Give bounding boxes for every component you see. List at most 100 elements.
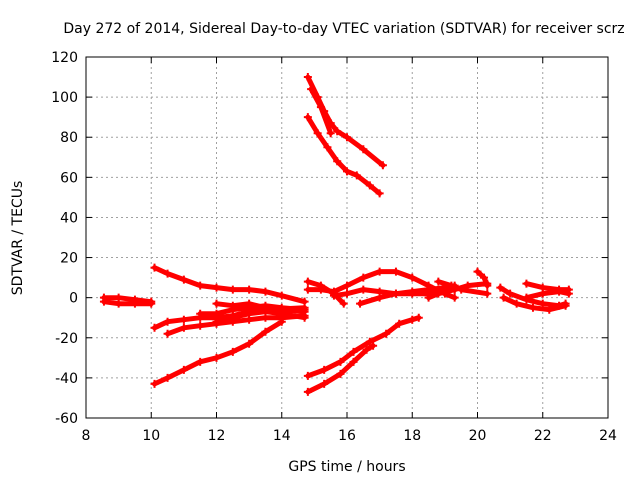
data-point bbox=[316, 103, 325, 112]
data-point bbox=[434, 277, 443, 286]
data-point bbox=[382, 329, 391, 338]
y-tick-label: 40 bbox=[60, 210, 78, 226]
data-point bbox=[359, 145, 368, 154]
data-point bbox=[561, 301, 570, 310]
data-point bbox=[303, 371, 312, 380]
y-tick-label: 60 bbox=[60, 170, 78, 186]
data-point bbox=[522, 279, 531, 288]
series-track-18 bbox=[434, 277, 492, 298]
data-point bbox=[228, 313, 237, 322]
data-point bbox=[336, 357, 345, 366]
data-point bbox=[480, 273, 489, 282]
data-point bbox=[473, 267, 482, 276]
data-point bbox=[450, 293, 459, 302]
series-track-07 bbox=[196, 301, 309, 318]
data-point bbox=[506, 289, 515, 298]
data-point bbox=[179, 315, 188, 324]
data-point bbox=[212, 353, 221, 362]
ticks: 8 10 12 14 16 18 20 22 24 120 100 80 60 40 20 0 -20 -40 -6… bbox=[51, 50, 617, 444]
data-point bbox=[408, 287, 417, 296]
data-point bbox=[303, 277, 312, 286]
x-tick-label: 14 bbox=[273, 428, 291, 444]
data-point bbox=[150, 263, 159, 272]
data-point bbox=[163, 317, 172, 326]
series-line bbox=[305, 114, 383, 196]
data-point bbox=[320, 379, 329, 388]
series-track-09 bbox=[150, 317, 286, 388]
series-line bbox=[435, 279, 490, 297]
series-track-14 bbox=[303, 267, 459, 302]
data-point bbox=[245, 285, 254, 294]
series-track-08 bbox=[212, 307, 309, 326]
data-point bbox=[196, 357, 205, 366]
data-point bbox=[147, 299, 156, 308]
series-track-03 bbox=[150, 263, 309, 306]
x-tick-label: 10 bbox=[142, 428, 160, 444]
data-point bbox=[365, 337, 374, 346]
data-point bbox=[408, 273, 417, 282]
series-track-21 bbox=[473, 267, 492, 290]
data-point bbox=[395, 319, 404, 328]
data-point bbox=[228, 305, 237, 314]
data-point bbox=[326, 129, 335, 138]
x-axis-label: GPS time / hours bbox=[288, 459, 405, 475]
data-point bbox=[496, 283, 505, 292]
x-tick-label: 16 bbox=[338, 428, 356, 444]
chart-title: Day 272 of 2014, Sidereal Day-to-day VTE… bbox=[63, 21, 624, 37]
series-track-24 bbox=[522, 279, 573, 294]
data-point bbox=[333, 127, 342, 136]
data-point bbox=[303, 387, 312, 396]
data-point bbox=[564, 289, 573, 298]
series-track-23 bbox=[499, 293, 570, 314]
data-point bbox=[196, 281, 205, 290]
data-point bbox=[343, 281, 351, 290]
y-tick-label: -60 bbox=[55, 411, 78, 427]
data-point bbox=[320, 365, 329, 374]
data-point bbox=[378, 161, 387, 170]
data-point bbox=[228, 285, 237, 294]
x-tick-label: 22 bbox=[534, 428, 552, 444]
data-point bbox=[457, 285, 466, 294]
y-axis-label: SDTVAR / TECUs bbox=[10, 181, 26, 296]
data-point bbox=[114, 299, 123, 308]
data-point bbox=[343, 289, 351, 298]
data-point bbox=[245, 309, 254, 318]
data-point bbox=[375, 293, 384, 302]
data-point bbox=[538, 299, 547, 308]
data-point bbox=[362, 345, 371, 354]
data-point bbox=[163, 269, 172, 278]
data-point bbox=[150, 323, 159, 332]
data-point bbox=[414, 313, 423, 322]
data-point bbox=[359, 285, 368, 294]
data-point bbox=[212, 299, 221, 308]
data-point bbox=[150, 379, 159, 388]
data-point bbox=[483, 281, 492, 290]
data-point bbox=[522, 293, 531, 302]
data-point bbox=[375, 189, 384, 198]
data-point bbox=[300, 305, 309, 314]
data-point bbox=[99, 297, 108, 306]
series-line bbox=[152, 265, 308, 305]
data-point bbox=[349, 347, 358, 356]
data-point bbox=[277, 309, 286, 318]
data-point bbox=[277, 317, 286, 326]
series-track-02 bbox=[99, 297, 156, 308]
data-point bbox=[329, 291, 338, 300]
data-point bbox=[499, 293, 508, 302]
data-point bbox=[336, 369, 345, 378]
series-track-20 bbox=[303, 341, 378, 396]
data-point bbox=[307, 85, 316, 94]
series-line bbox=[101, 299, 154, 307]
data-point bbox=[528, 303, 537, 312]
data-point bbox=[391, 289, 400, 298]
series-track-19 bbox=[303, 313, 423, 380]
series-line bbox=[523, 289, 572, 301]
data-point bbox=[212, 283, 221, 292]
series-track-25 bbox=[522, 287, 573, 302]
data-point bbox=[365, 181, 374, 190]
data-point bbox=[359, 273, 368, 282]
data-point bbox=[424, 285, 433, 294]
x-tick-label: 8 bbox=[82, 428, 91, 444]
data-point bbox=[212, 317, 221, 326]
